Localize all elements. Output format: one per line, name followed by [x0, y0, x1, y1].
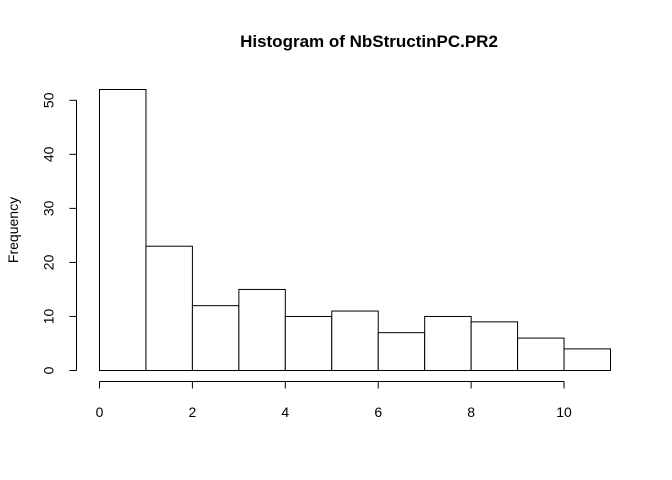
x-tick-label-0: 0: [96, 404, 104, 420]
y-axis: 0 10 20 30 40 50: [41, 92, 77, 374]
y-axis-label: Frequency: [5, 197, 21, 263]
histogram-bar-7: [424, 315, 472, 372]
x-tick-label-6: 6: [374, 404, 382, 420]
y-tick-label-30: 30: [41, 200, 57, 216]
x-axis: 0 2 4 6 8 10: [96, 381, 572, 420]
histogram-bar-1: [145, 245, 193, 371]
histogram-bar-2: [191, 305, 240, 371]
x-tick-label-8: 8: [467, 404, 475, 420]
y-tick-label-0: 0: [41, 366, 57, 374]
chart-title: Histogram of NbStructinPC.PR2: [240, 32, 498, 51]
y-tick-label-20: 20: [41, 254, 57, 270]
histogram-bar-9: [517, 337, 565, 372]
histogram-bar-3: [238, 288, 286, 372]
histogram-bar-6: [377, 332, 426, 371]
x-tick-label-4: 4: [281, 404, 289, 420]
histogram-bar-4: [284, 315, 333, 372]
histogram-bar-10: [563, 348, 612, 371]
x-tick-label-10: 10: [556, 404, 572, 420]
y-tick-label-40: 40: [41, 146, 57, 162]
bars-group: [99, 89, 612, 372]
histogram-bar-8: [470, 321, 519, 372]
y-tick-label-50: 50: [41, 92, 57, 108]
y-tick-label-10: 10: [41, 308, 57, 324]
x-tick-label-2: 2: [189, 404, 197, 420]
histogram-bar-5: [331, 310, 379, 371]
histogram-bar-0: [99, 89, 147, 371]
